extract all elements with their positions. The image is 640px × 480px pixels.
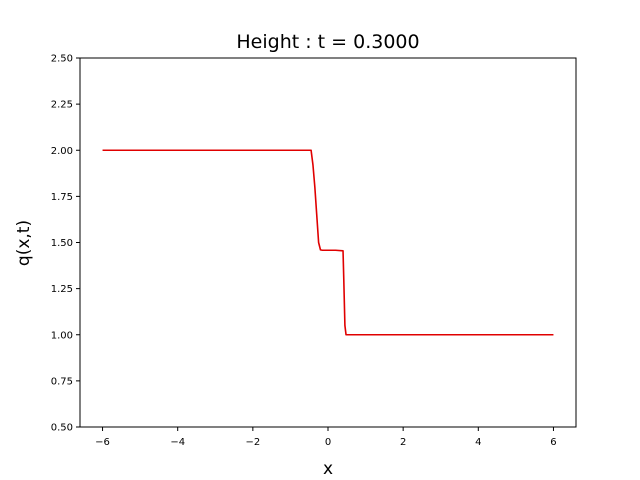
x-tick-label: 0 — [325, 437, 331, 448]
y-tick-label: 1.25 — [51, 284, 73, 295]
y-tick-label: 2.00 — [51, 146, 73, 157]
x-tick-label: 2 — [400, 437, 406, 448]
x-tick-label: −2 — [245, 437, 260, 448]
y-tick-label: 1.00 — [51, 330, 73, 341]
y-axis-label: q(x,t) — [14, 220, 34, 266]
x-tick-label: −4 — [170, 437, 185, 448]
x-tick-label: 6 — [550, 437, 556, 448]
y-tick-label: 1.50 — [51, 238, 73, 249]
x-tick-label: −6 — [95, 437, 110, 448]
x-tick-label: 4 — [475, 437, 481, 448]
y-axis: 0.50 0.75 1.00 1.25 1.50 1.75 2.00 2.25 2.50 — [51, 54, 80, 434]
y-tick-label: 0.75 — [51, 376, 73, 387]
chart-title: Height : t = 0.3000 — [236, 31, 419, 53]
y-tick-label: 1.75 — [51, 192, 73, 203]
y-tick-label: 2.50 — [51, 54, 73, 65]
series-line — [102, 149, 554, 336]
x-axis-label: x — [323, 459, 333, 479]
y-tick-label: 2.25 — [51, 100, 73, 111]
plot-area — [102, 149, 554, 336]
x-axis: −6 −4 −2 0 2 4 6 — [95, 427, 557, 448]
y-tick-label: 0.50 — [51, 423, 73, 434]
